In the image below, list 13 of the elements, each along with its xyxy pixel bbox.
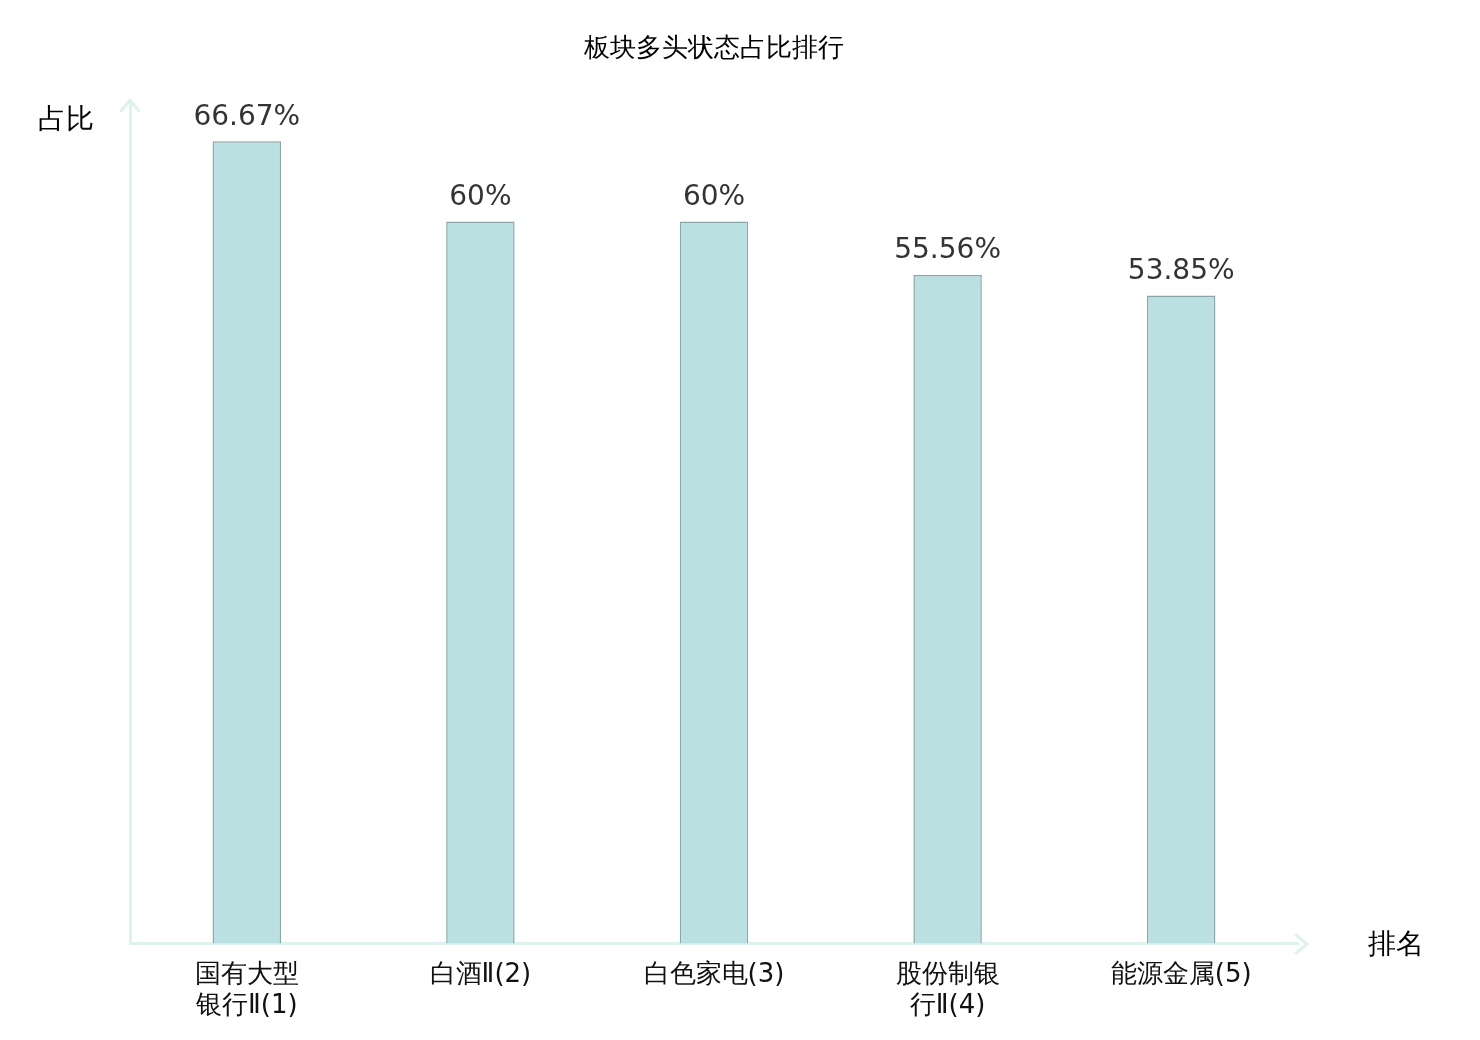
data-label: 53.85% (1127, 252, 1235, 286)
x-tick-label: 国有大型银行Ⅱ(1) (194, 957, 299, 1020)
data-label: 60% (449, 178, 512, 212)
x-tick-label: 股份制银行Ⅱ(4) (895, 957, 1000, 1020)
x-tick-label: 白酒Ⅱ(2) (429, 957, 532, 988)
data-label: 55.56% (894, 232, 1001, 266)
x-tick-label: 白色家电(3) (643, 957, 785, 988)
x-tick-label: 能源金属(5) (1110, 957, 1252, 988)
data-label: 66.67% (193, 98, 301, 132)
chart-title: 板块多头状态占比排行 (583, 32, 844, 63)
y-axis-title: 占比 (38, 102, 94, 136)
x-axis-title: 排名 (1368, 926, 1424, 960)
data-label: 60% (682, 178, 746, 212)
